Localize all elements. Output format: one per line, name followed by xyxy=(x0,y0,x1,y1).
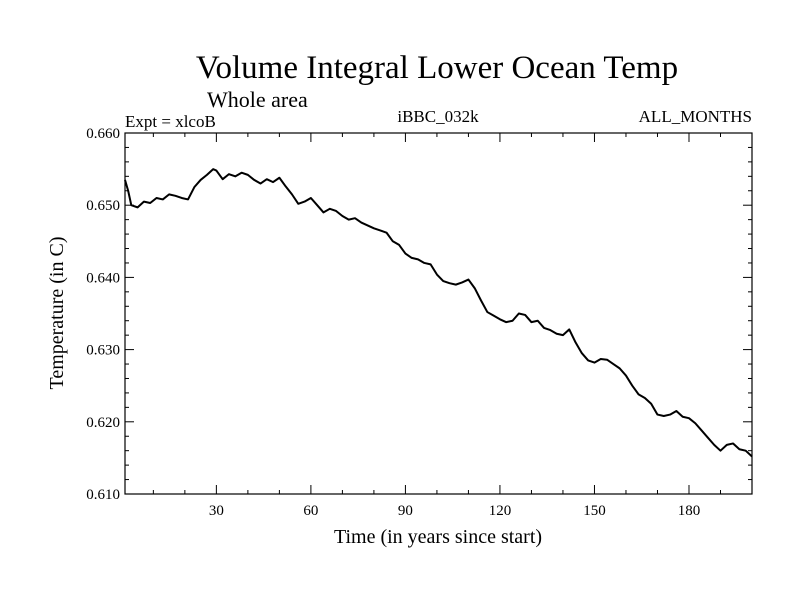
y-tick-label: 0.630 xyxy=(86,343,120,359)
x-tick-label: 120 xyxy=(489,503,512,519)
right-string: ALL_MONTHS xyxy=(639,107,752,126)
y-tick-label: 0.650 xyxy=(86,198,120,214)
center-string: iBBC_032k xyxy=(397,107,479,126)
y-tick-label: 0.660 xyxy=(86,126,120,142)
left-string: Expt = xlcoB xyxy=(125,112,216,131)
x-tick-label: 30 xyxy=(209,503,224,519)
chart-title: Volume Integral Lower Ocean Temp xyxy=(196,50,678,86)
x-tick-label: 60 xyxy=(303,503,318,519)
plot-frame xyxy=(124,132,753,495)
x-tick-label: 90 xyxy=(398,503,413,519)
x-tick-label: 150 xyxy=(583,503,606,519)
x-tick-label: 180 xyxy=(678,503,701,519)
series-line xyxy=(124,168,753,458)
x-axis-label: Time (in years since start) xyxy=(334,526,542,548)
y-tick-label: 0.620 xyxy=(86,415,120,431)
y-tick-label: 0.640 xyxy=(86,270,120,286)
y-axis-label: Temperature (in C) xyxy=(46,237,68,390)
axes: 30 60 90 120 150 180 0.610 0.620 0.630 0.640 0.650… xyxy=(86,126,752,519)
chart-subtitle: Whole area xyxy=(207,87,308,112)
y-tick-label: 0.610 xyxy=(86,487,120,503)
